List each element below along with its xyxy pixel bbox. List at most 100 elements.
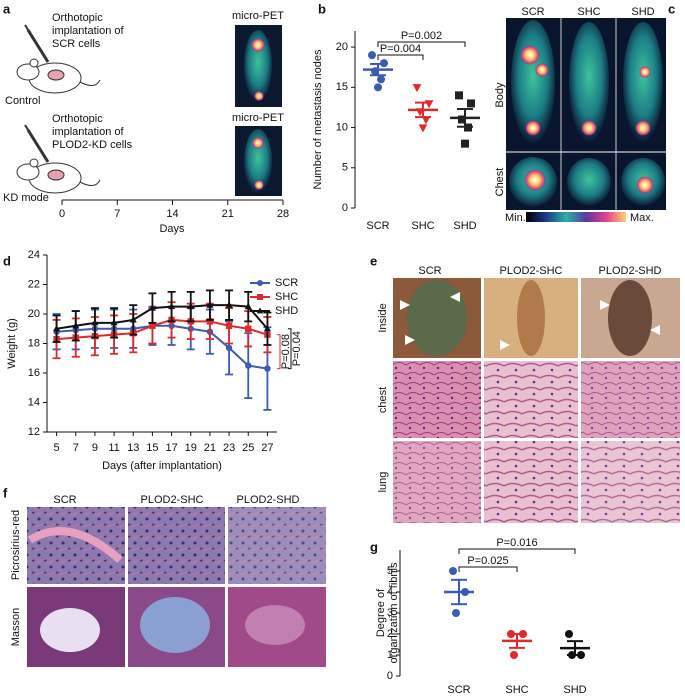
x-tick-label: 25 [242, 442, 254, 454]
protocol-text: Orthotopic [52, 12, 103, 24]
data-point [264, 365, 271, 372]
imaging-label: micro-PET [232, 112, 284, 124]
y-tick-label: 1 [387, 649, 393, 661]
y-tick-label: 5 [342, 162, 348, 174]
x-tick-label: 28 [277, 208, 289, 220]
legend-marker [257, 294, 263, 300]
x-tick-label: 0 [59, 208, 65, 220]
x-tick-label: 27 [261, 442, 273, 454]
panel-label: f [3, 485, 8, 500]
column-label: SHD [631, 6, 654, 18]
protocol-text: implantation of [52, 126, 124, 138]
data-point [148, 304, 156, 311]
y-tick-label: 5 [387, 565, 393, 577]
x-tick-label: 19 [185, 442, 197, 454]
y-tick-label: 12 [28, 426, 40, 438]
series-line [56, 324, 268, 370]
data-point [110, 319, 118, 326]
data-point [377, 75, 385, 84]
y-tick-label: 14 [28, 396, 40, 408]
row-label: chest [377, 387, 389, 413]
staining-images [27, 507, 326, 667]
x-tick-label: 11 [108, 442, 119, 454]
panel-label: c [668, 1, 675, 16]
data-point [449, 567, 457, 575]
p-value: P=0.004 [380, 43, 421, 55]
x-tick-label: 7 [114, 208, 120, 220]
column-label: SHC [577, 6, 600, 18]
data-point [421, 116, 431, 125]
y-tick-label: 18 [28, 337, 40, 349]
p-value: P=0.002 [401, 30, 442, 42]
protocol-text: Orthotopic [52, 113, 103, 125]
panel-label: g [370, 539, 378, 554]
row-label: Inside [377, 303, 389, 332]
p-value: P=0.04 [291, 331, 303, 366]
data-point [461, 139, 469, 148]
data-point [245, 362, 252, 369]
y-tick-label: 0 [387, 670, 393, 682]
data-point [455, 91, 463, 100]
scale-label: Max. [630, 212, 654, 224]
p-value: P=0.025 [467, 555, 508, 567]
data-point [418, 124, 428, 133]
x-tick-label: 9 [92, 442, 98, 454]
row-label: lung [377, 472, 389, 493]
panel-label: d [3, 253, 11, 268]
column-label: PLOD2-SHC [500, 265, 563, 277]
y-tick-label: 24 [28, 249, 40, 261]
data-point [565, 630, 573, 638]
panel-label: b [318, 1, 326, 16]
y-tick-label: 20 [28, 308, 40, 320]
imaging-label: micro-PET [232, 10, 284, 22]
x-tick-label: SHD [453, 220, 476, 232]
group-label: KD mode [3, 192, 49, 204]
x-tick-label: SHD [563, 684, 586, 696]
data-point [168, 302, 176, 310]
y-axis-label: Number of metastasis nodes [312, 49, 324, 190]
data-point [467, 99, 475, 108]
y-tick-label: 2 [387, 628, 393, 640]
protocol-text: SCR cells [52, 38, 101, 50]
data-point [53, 324, 61, 332]
histology-images [393, 278, 680, 523]
pet-thumbnail [235, 25, 282, 196]
column-label: SCR [418, 265, 441, 277]
mouse-illustration [16, 24, 101, 194]
protocol-text: PLOD2-KD cells [52, 139, 133, 151]
column-label: SCR [53, 494, 76, 506]
panel-label: a [3, 1, 11, 16]
series-line [56, 304, 269, 330]
significance-bracket [377, 54, 424, 60]
pet-images [506, 18, 666, 222]
data-point [374, 83, 382, 92]
y-tick-label: 3 [387, 607, 393, 619]
data-point [458, 115, 466, 124]
column-label: SCR [521, 6, 544, 18]
data-point [424, 100, 434, 109]
legend-marker [257, 280, 263, 286]
data-point [149, 322, 156, 329]
data-point [72, 321, 80, 329]
x-tick-label: 7 [73, 442, 79, 454]
y-axis-label: Weight (g) [6, 318, 18, 369]
y-tick-label: 15 [336, 81, 348, 93]
x-axis-label: Days [159, 223, 185, 235]
data-point [91, 319, 99, 326]
column-label: PLOD2-SHD [237, 494, 300, 506]
data-point [187, 302, 195, 310]
y-tick-label: 22 [28, 278, 40, 290]
y-tick-label: 20 [336, 41, 348, 53]
group-label: Control [5, 95, 40, 107]
significance-bracket [458, 566, 518, 572]
significance-bracket [458, 548, 576, 554]
x-tick-label: 21 [222, 208, 234, 220]
data-point [510, 651, 518, 659]
significance-bracket [377, 41, 466, 47]
x-axis-label: Days (after implantation) [102, 460, 222, 472]
data-point [452, 609, 460, 617]
significance-bracket [288, 328, 292, 370]
x-tick-label: SHC [505, 684, 528, 696]
